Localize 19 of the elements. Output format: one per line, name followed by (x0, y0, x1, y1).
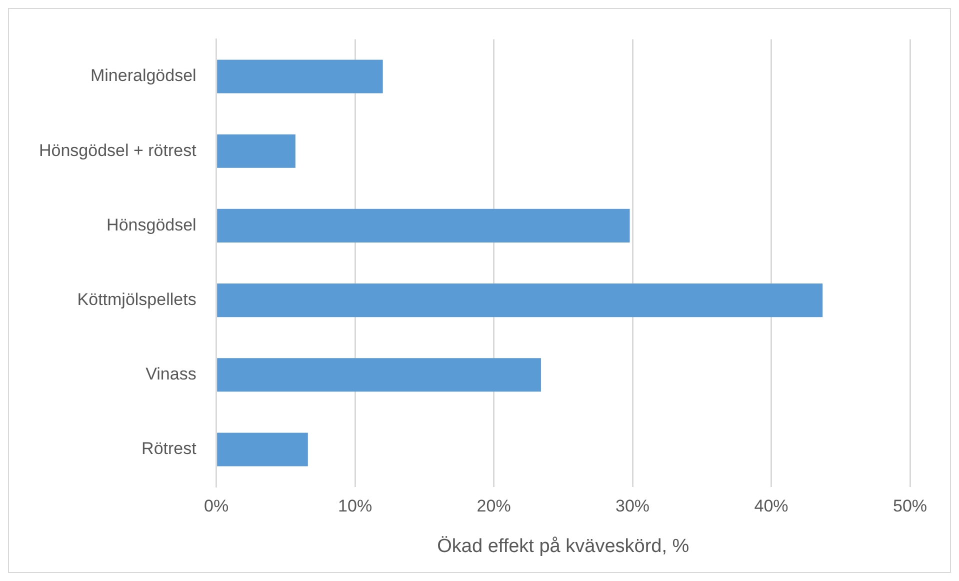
bar (217, 134, 296, 168)
x-tick-label: 40% (754, 496, 788, 516)
y-tick-label: Hönsgödsel + rötrest (38, 140, 197, 160)
x-tick-label: 10% (338, 496, 372, 516)
bar (217, 358, 541, 392)
y-tick-label: Vinass (146, 364, 196, 384)
y-tick-label: Hönsgödsel (106, 215, 196, 234)
y-tick-label: Mineralgödsel (90, 66, 196, 86)
bar (217, 432, 308, 466)
bar (217, 60, 383, 94)
y-tick-label: Rötrest (142, 439, 197, 458)
x-tick-label: 0% (204, 496, 229, 516)
y-tick-label: Köttmjölspellets (77, 290, 196, 309)
x-tick-label: 50% (892, 496, 928, 516)
bar (217, 208, 630, 242)
bar (217, 284, 823, 318)
x-axis-title: Ökad effekt på kväveskörd, % (437, 536, 690, 557)
x-tick-label: 20% (476, 496, 511, 516)
x-tick-label: 30% (616, 496, 650, 516)
